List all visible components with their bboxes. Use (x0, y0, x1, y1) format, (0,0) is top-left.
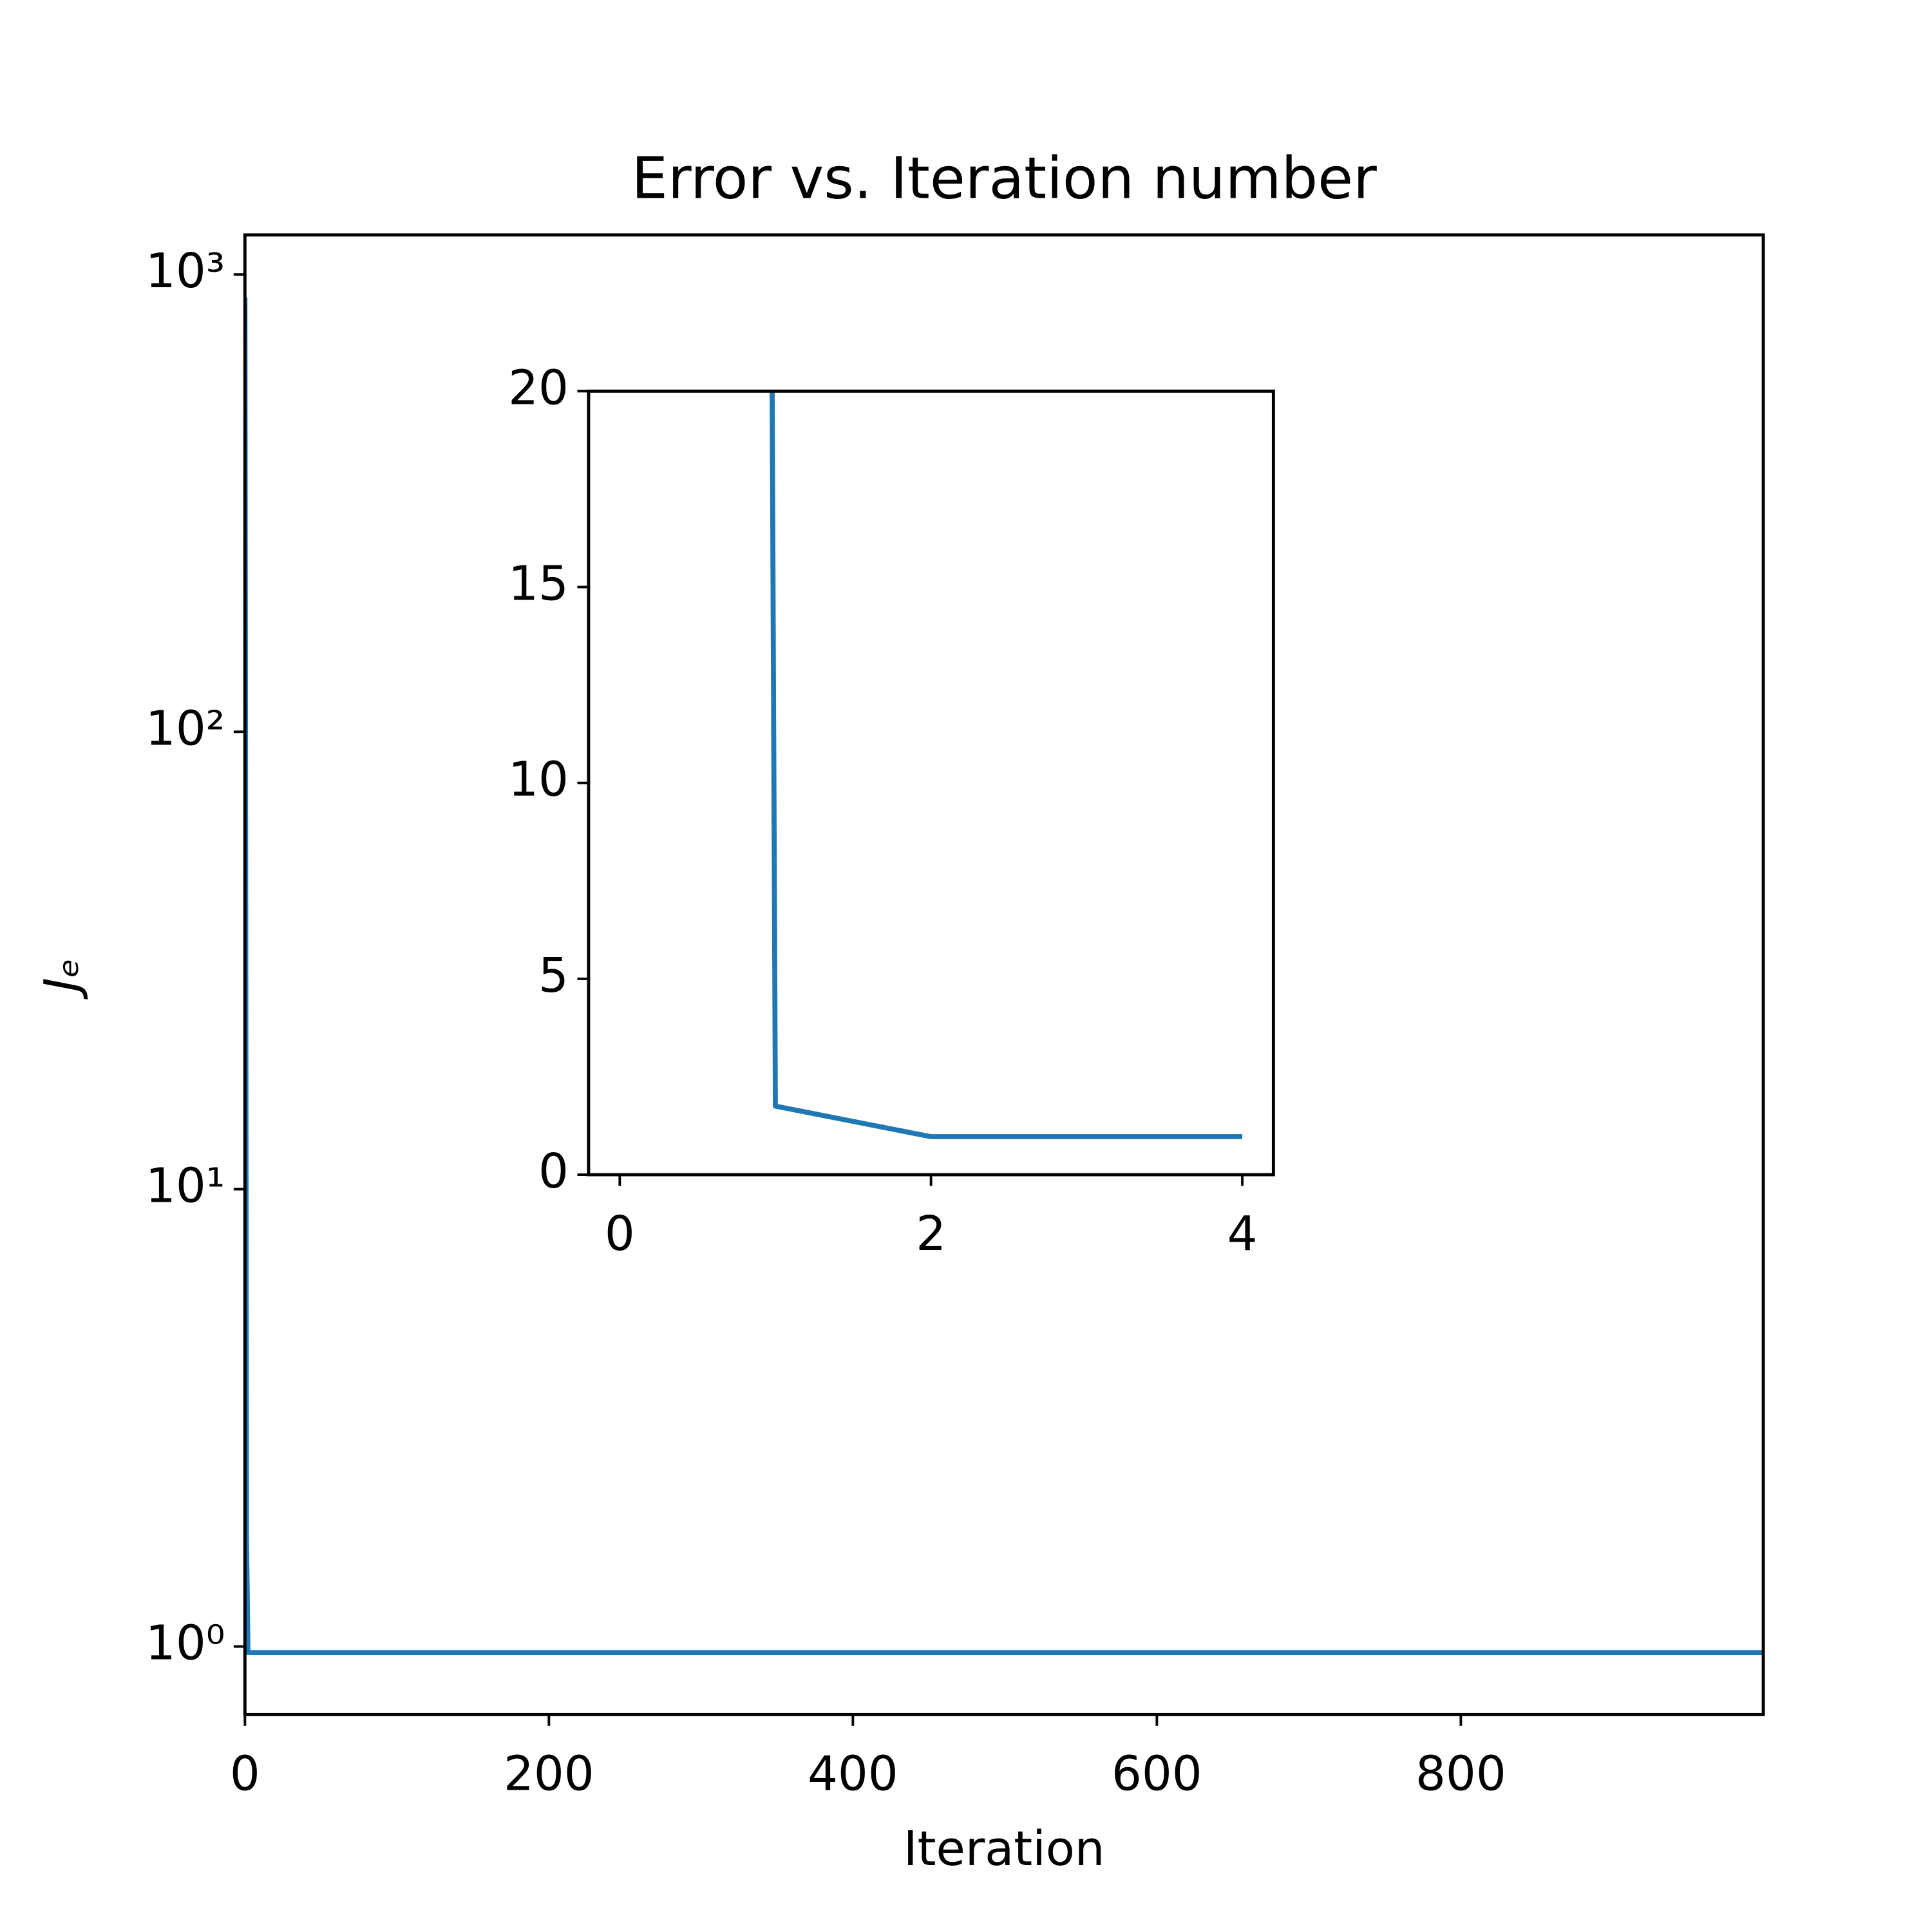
x-tick-label: 800 (1416, 1747, 1506, 1801)
series-group (770, 391, 1243, 1139)
y-tick-label: 0 (538, 1144, 569, 1199)
y-axis-label: Jₑ (35, 958, 90, 999)
x-tick-label: 600 (1112, 1747, 1202, 1801)
x-axis-label: Iteration (904, 1822, 1105, 1877)
x-tick-label: 0 (230, 1747, 260, 1801)
y-tick-label: 10³ (146, 244, 225, 299)
x-tick-label: 2 (916, 1207, 946, 1262)
y-tick-label: 10⁰ (146, 1616, 225, 1671)
axes-frame (243, 233, 1765, 1716)
y-tick-label: 20 (508, 361, 569, 415)
y-tick-label: 10² (146, 701, 225, 756)
data-line (770, 391, 1243, 1139)
x-tick-label: 0 (605, 1207, 635, 1262)
y-tick-label: 10 (508, 753, 569, 808)
y-tick-label: 15 (508, 557, 569, 612)
chart-title: Error vs. Iteration number (632, 146, 1378, 213)
y-tick-label: 5 (538, 949, 569, 1003)
x-tick-label: 4 (1227, 1207, 1258, 1262)
plot-background (588, 391, 1274, 1175)
x-tick-label: 200 (504, 1747, 594, 1801)
y-tick-label: 10¹ (146, 1159, 225, 1214)
x-tick-label: 400 (808, 1747, 898, 1801)
